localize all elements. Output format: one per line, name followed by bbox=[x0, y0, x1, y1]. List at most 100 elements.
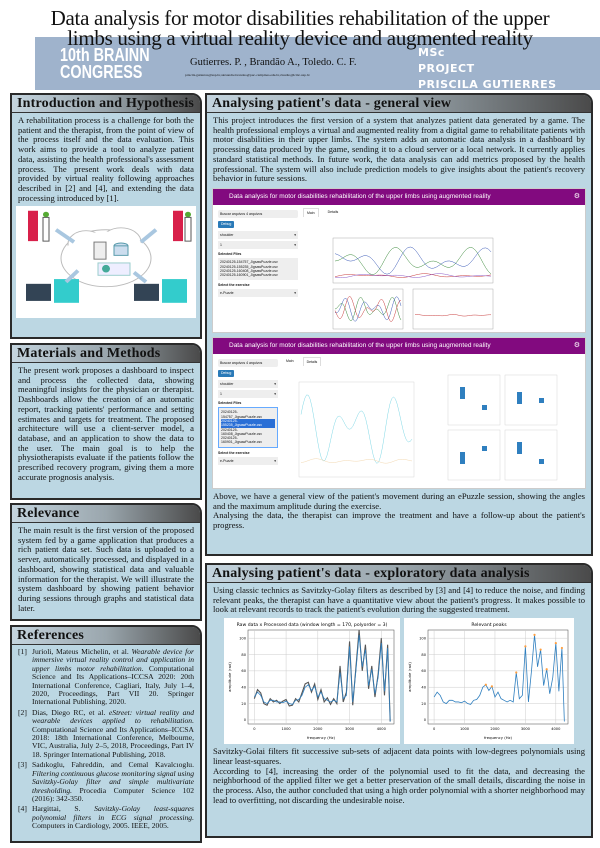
x-tick-label: 0 bbox=[433, 727, 436, 731]
tab-details[interactable]: Details bbox=[327, 209, 339, 214]
y-tick-label: 20 bbox=[241, 702, 246, 706]
series-line bbox=[254, 634, 391, 722]
debug-button[interactable]: Debug bbox=[218, 370, 235, 377]
caret-icon: ▾ bbox=[294, 242, 296, 247]
y-tick-label: 20 bbox=[421, 702, 426, 706]
y-tick-label: 0 bbox=[244, 718, 247, 722]
ref-authors: Dias, Diego RC, et al. bbox=[32, 707, 106, 717]
section-body: The main result is the first version of … bbox=[18, 525, 194, 613]
dashboard-screenshot-details: Data analysis for motor disabilities reh… bbox=[212, 336, 586, 489]
file-item[interactable]: 20240125-160901_JigsawPuzzle.csv bbox=[221, 436, 263, 445]
joint-select[interactable]: shoulder ▾ bbox=[218, 230, 298, 239]
peak-marker bbox=[490, 685, 494, 688]
congress-line-1: 10th BRAINN bbox=[60, 45, 150, 65]
browse-button[interactable]: Buscar arquivos bbox=[220, 211, 246, 216]
y-axis-label: amplitude (rad) bbox=[227, 662, 232, 692]
app-title: Data analysis for motor disabilities reh… bbox=[229, 341, 491, 349]
dashboard-tabs: Main Details bbox=[303, 207, 341, 217]
reference-item: [2] Dias, Diego RC, et al. eStreet: virtu… bbox=[18, 707, 194, 759]
plot-line bbox=[300, 458, 413, 464]
tab-main[interactable]: Main bbox=[303, 207, 319, 217]
y-tick-label: 40 bbox=[241, 686, 246, 690]
file-count: 4 arquivos bbox=[246, 211, 263, 216]
project-line-2: PROJECT bbox=[418, 62, 475, 75]
reference-item: [3] Sadıkoglu, Fahreddin, and Cemal Kaval… bbox=[18, 761, 194, 803]
plot-line bbox=[414, 314, 492, 317]
file-uploader[interactable]: Buscar arquivos 4 arquivos bbox=[218, 209, 298, 219]
exploratory-section: Analysing patient's data - exploratory d… bbox=[205, 563, 593, 838]
index-select[interactable]: 1 ▾ bbox=[218, 240, 298, 250]
tablet-user-right bbox=[134, 279, 187, 304]
boxplot-frame bbox=[504, 374, 558, 426]
general-view-caption: Above, we have a general view of the pat… bbox=[207, 489, 591, 531]
file-item[interactable]: 20240125-160408_JigsawPuzzle.csv bbox=[220, 269, 278, 273]
section-body: This project introduces the first versio… bbox=[213, 115, 585, 184]
ref-title: Savitzky-Golay least-squares polynomial … bbox=[32, 804, 194, 822]
ref-title: Filtering continuous glucose monitoring … bbox=[32, 768, 194, 795]
section-title: Analysing patient's data - exploratory d… bbox=[207, 565, 591, 583]
tab-main[interactable]: Main bbox=[286, 358, 294, 363]
file-item[interactable]: 20240125-160901_JigsawPuzzle.csv bbox=[220, 273, 278, 278]
file-uploader[interactable]: Buscar arquivos 4 arquivos bbox=[218, 358, 278, 368]
arrow-icon bbox=[54, 228, 76, 244]
series-line bbox=[253, 630, 391, 722]
x-tick-label: 1000 bbox=[282, 727, 292, 731]
title-line-1: Data analysis for motor disabilities reh… bbox=[50, 6, 550, 30]
tablet-user-left bbox=[26, 279, 79, 304]
x-tick-label: 4000 bbox=[551, 727, 561, 731]
boxplot-box bbox=[539, 458, 544, 464]
ref-authors: Hargittai, S. bbox=[32, 804, 81, 814]
arrow-icon bbox=[139, 228, 158, 244]
joint-select[interactable]: shoulder ▾ bbox=[218, 379, 278, 388]
caret-icon: ▾ bbox=[274, 391, 276, 396]
tab-details[interactable]: Details bbox=[302, 356, 322, 366]
file-item[interactable]: 20240125-154757_JigsawPuzzle.csv bbox=[221, 410, 263, 419]
peak-marker bbox=[539, 648, 542, 651]
peak-marker bbox=[524, 645, 527, 648]
file-item-selected[interactable]: 20240125-155235_JigsawPuzzle.csv bbox=[221, 419, 275, 428]
exercise-select[interactable]: e-Puzzle ▾ bbox=[218, 457, 278, 466]
x-tick-label: 1000 bbox=[460, 727, 470, 731]
peak-marker bbox=[484, 683, 487, 686]
methods-section: Materials and Methods The present work p… bbox=[10, 343, 202, 500]
file-list[interactable]: 20240125-154757_JigsawPuzzle.csv 2024012… bbox=[218, 258, 298, 280]
ref-title: eStreet: virtual reality and wearable de… bbox=[32, 707, 194, 726]
y-tick-label: 60 bbox=[421, 669, 426, 673]
dashboard-sidebar: Buscar arquivos 4 arquivos Debug shoulde… bbox=[218, 209, 298, 299]
caption-paragraph-1: Above, we have a general view of the pat… bbox=[213, 490, 585, 511]
file-list[interactable]: 20240125-154757_JigsawPuzzle.csv 2024012… bbox=[218, 407, 278, 448]
y-tick-label: 100 bbox=[239, 637, 247, 641]
boxplot-frame bbox=[447, 429, 501, 481]
index-select[interactable]: 1 ▾ bbox=[218, 389, 278, 399]
boxplot-box bbox=[517, 391, 522, 404]
plot-frame bbox=[298, 381, 415, 478]
browse-button[interactable]: Buscar arquivos bbox=[220, 360, 246, 365]
exercise-label: Select the exercise bbox=[218, 450, 250, 455]
x-tick-label: 2000 bbox=[490, 727, 500, 731]
exercise-select[interactable]: e-Puzzle ▾ bbox=[218, 288, 298, 298]
plot-line bbox=[334, 246, 492, 275]
dashboard-plots bbox=[332, 237, 494, 330]
debug-button[interactable]: Debug bbox=[218, 221, 235, 228]
boxplot-frame bbox=[447, 374, 501, 426]
app-bar: Data analysis for motor disabilities reh… bbox=[213, 337, 585, 354]
y-tick-label: 60 bbox=[241, 669, 246, 673]
chart-title: Relevant peaks bbox=[471, 622, 507, 628]
boxplot-box bbox=[517, 441, 522, 454]
reference-list: [1] Jurioli, Mateus Michelin, et al. Wear… bbox=[12, 645, 200, 833]
boxplot-box bbox=[460, 451, 465, 464]
file-item[interactable]: 20240125-155235_JigsawPuzzle.csv bbox=[220, 264, 278, 269]
dashboard-detail-plots bbox=[298, 374, 558, 481]
x-tick-label: 0 bbox=[253, 727, 256, 731]
ref-number: [4] bbox=[18, 804, 27, 814]
caret-icon: ▾ bbox=[294, 232, 296, 237]
file-item[interactable]: 20240125-154757_JigsawPuzzle.csv bbox=[220, 260, 278, 265]
y-axis-label: amplitude (rad) bbox=[407, 662, 412, 692]
caret-icon: ▾ bbox=[274, 459, 276, 464]
therapist-icon-right bbox=[173, 211, 192, 242]
x-tick-label: 3000 bbox=[521, 727, 531, 731]
x-axis-label: frequency (Hz) bbox=[307, 735, 336, 740]
file-item[interactable]: 20240125-160408_JigsawPuzzle.csv bbox=[221, 427, 263, 436]
peak-marker bbox=[515, 671, 518, 674]
plot-line bbox=[334, 247, 492, 275]
